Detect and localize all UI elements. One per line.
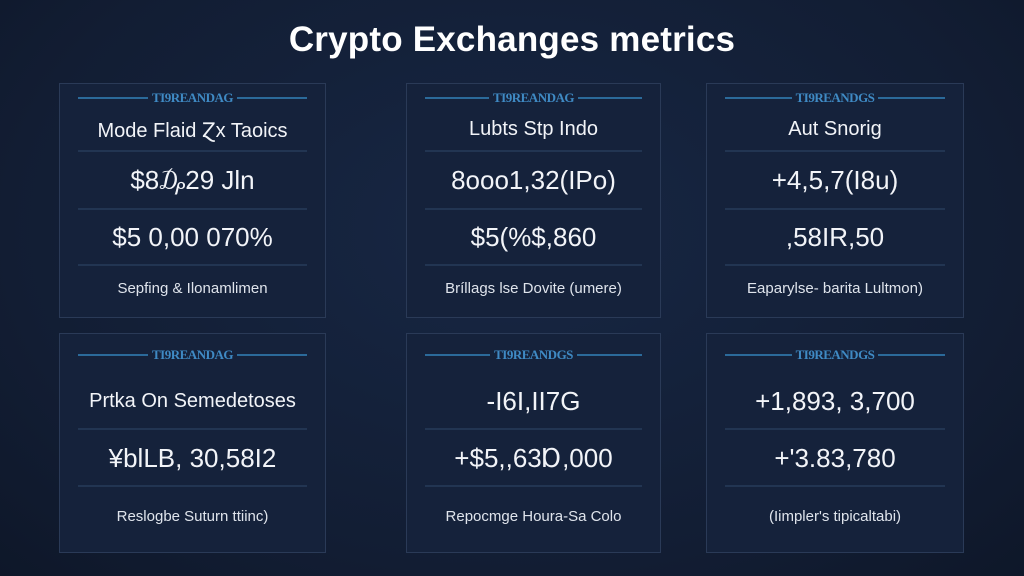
divider [725,485,945,487]
page-title: Crypto Exchanges metrics [288,20,736,59]
card-title: Aut Snorig [788,118,882,140]
divider [425,485,642,487]
card-label: TI9REANDAG [78,90,307,106]
card-title: +1,893, 3,700 [755,386,915,416]
card-value-primary: +'3.83,780 [774,443,896,473]
card-label: TI9REANDGS [725,347,946,363]
card-footer: Bríllags lse Dovite (umere) [445,280,622,297]
divider [725,208,945,210]
card-label: TI9REANDGS [725,90,946,106]
card-footer: Repocmge Houra-Sa Colo [445,508,622,525]
card-value-primary: +$5,,63Ɒ,000 [454,443,613,473]
card-value-primary: +4,5,7(I8u) [771,165,899,195]
divider [78,208,307,210]
divider [425,264,642,266]
card-footer: Reslogbe Suturn ttiinc) [116,508,269,525]
card-title: Mode Flaid Ɀx Taoics [97,120,288,142]
metric-card-6: TI9REANDGS +1,893, 3,700 +'3.83,780 (Iim… [706,333,964,553]
card-title: Lubts Stp Indo [469,118,598,140]
card-footer: (Iimpler's tipicaltabi) [768,508,902,525]
divider [725,264,945,266]
card-value-secondary: $5(%$,860 [470,222,597,252]
metric-card-4: TI9REANDAG Prtka On Semedetoses ¥blLB, 3… [59,333,326,553]
card-label: TI9REANDGS [425,347,643,363]
card-footer: Sepfing & Ilonamlimen [117,280,268,297]
card-value-primary: $8₯29 Jln [130,165,255,195]
card-value-primary: ¥blLB, 30,58I2 [108,443,277,473]
metric-card-1: TI9REANDAG Mode Flaid Ɀx Taoics $8₯29 Jl… [59,83,326,318]
metric-card-2: TI9REANDAG Lubts Stp Indo 8ooo1,32(IPo) … [406,83,661,318]
card-title: Prtka On Semedetoses [89,390,296,412]
divider [425,208,642,210]
divider [78,150,307,152]
metric-card-5: TI9REANDGS -I6I,II7G +$5,,63Ɒ,000 Repocm… [406,333,661,553]
divider [78,485,307,487]
divider [425,150,642,152]
card-value-secondary: $5 0,00 070% [112,222,273,252]
divider [725,428,945,430]
card-value-primary: 8ooo1,32(IPo) [451,165,616,195]
card-label: TI9REANDAG [78,347,307,363]
divider [425,428,642,430]
card-value-secondary: ,58IR,50 [785,222,885,252]
divider [78,264,307,266]
metric-card-3: TI9REANDGS Aut Snorig +4,5,7(I8u) ,58IR,… [706,83,964,318]
divider [725,150,945,152]
card-footer: Eaparylse- barita Lultmon) [747,280,923,297]
card-title: -I6I,II7G [486,386,581,416]
divider [78,428,307,430]
card-label: TI9REANDAG [425,90,642,106]
